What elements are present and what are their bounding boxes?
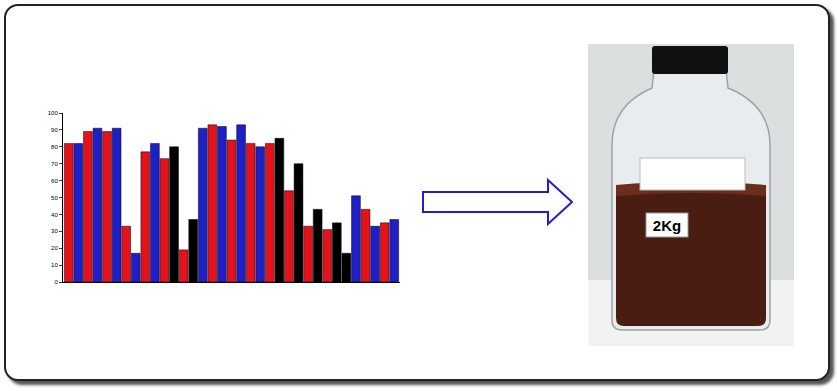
svg-text:40: 40: [51, 212, 58, 218]
svg-text:80: 80: [51, 144, 58, 150]
svg-text:30: 30: [51, 228, 58, 234]
svg-text:90: 90: [51, 127, 58, 133]
svg-text:0: 0: [54, 279, 58, 285]
svg-text:50: 50: [51, 195, 58, 201]
svg-text:2Kg: 2Kg: [653, 217, 681, 234]
svg-text:70: 70: [51, 161, 58, 167]
svg-text:100: 100: [48, 110, 59, 116]
svg-text:10: 10: [51, 262, 58, 268]
svg-text:60: 60: [51, 178, 58, 184]
svg-text:20: 20: [51, 245, 58, 251]
